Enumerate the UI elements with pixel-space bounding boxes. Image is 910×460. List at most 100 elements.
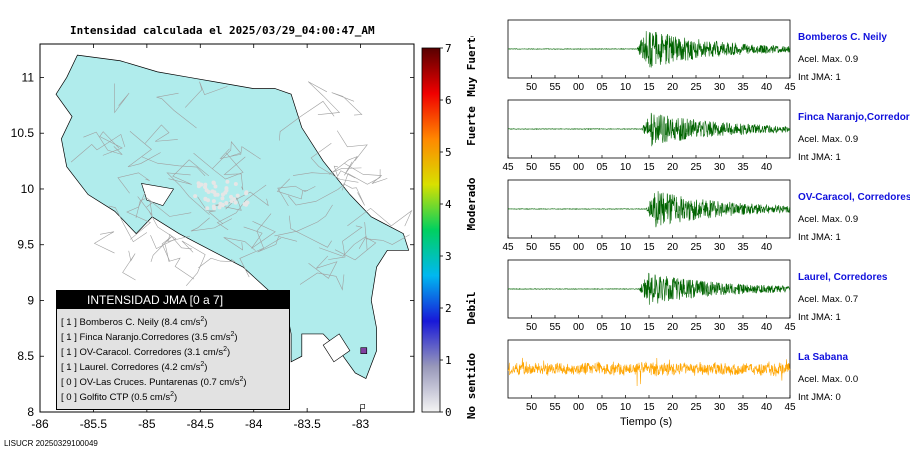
trace-tick-label: 40 xyxy=(761,82,773,93)
colorbar-tick-label: 3 xyxy=(445,250,452,263)
road xyxy=(70,133,126,163)
station-name: Laurel, Corredores xyxy=(798,272,888,283)
town-marker xyxy=(205,206,210,211)
colorbar-category-label: Fuerte xyxy=(465,106,478,146)
road xyxy=(168,159,210,185)
station-acel-max: Acel. Max. 0.9 xyxy=(798,214,859,225)
legend-item: [ 1 ] Finca Naranjo.Corredores (3.5 cm/s… xyxy=(61,331,238,344)
colorbar-category-label: No sentido xyxy=(465,353,478,420)
trace-tick-label: 25 xyxy=(690,402,702,413)
station-name: Bomberos C. Neily xyxy=(798,32,887,43)
colorbar-tick-label: 7 xyxy=(445,42,452,55)
trace-tick-label: 20 xyxy=(667,162,679,173)
road xyxy=(193,152,244,180)
map-x-tick-label: -85 xyxy=(138,417,156,431)
trace-tick-label: 50 xyxy=(526,162,538,173)
intensity-map: -86 -85.5 -85 -84.5 -84 -83.5 -83 8 8.5 9 9.5 10 10.… xyxy=(11,43,415,431)
trace-tick-label: 35 xyxy=(737,162,749,173)
trace-tick-label: 25 xyxy=(690,162,702,173)
road xyxy=(223,156,246,191)
road xyxy=(181,240,206,286)
road xyxy=(219,146,261,160)
trace-panel: 45 50 55 00 05 10 15 20 25 30 35 40 xyxy=(502,179,791,253)
intensity-colorbar: 0 1 2 3 4 5 6 7 No sentido Debil Moderado Fuerte Muy… xyxy=(421,36,478,420)
trace-tick-label: 15 xyxy=(643,162,655,173)
road xyxy=(243,221,276,249)
trace-tick-label: 05 xyxy=(596,402,608,413)
road xyxy=(276,178,308,200)
station-acel-max: Acel. Max. 0.7 xyxy=(798,294,859,305)
trace-panel: 50 55 00 05 10 15 20 25 30 35 40 45 xyxy=(507,259,796,333)
trace-tick-label: 30 xyxy=(714,242,726,253)
road xyxy=(307,81,341,116)
colorbar-category-label: Muy Fuerte xyxy=(465,36,478,97)
trace-panel: 50 55 00 05 10 15 20 25 30 35 40 45 xyxy=(507,19,796,93)
station-marker xyxy=(360,347,368,354)
trace-tick-label: 25 xyxy=(690,82,702,93)
map-x-tick-label: -83 xyxy=(352,417,370,431)
trace-tick-label: 30 xyxy=(714,402,726,413)
road xyxy=(197,196,224,225)
road xyxy=(99,131,123,156)
colorbar-tick-label: 4 xyxy=(445,198,452,211)
trace-panel: 50 55 00 05 10 15 20 25 30 35 40 45 xyxy=(507,339,796,413)
town-marker xyxy=(233,200,238,205)
colorbar-tick-label: 1 xyxy=(445,354,452,367)
road xyxy=(198,257,236,269)
road xyxy=(299,272,345,291)
trace-tick-label: 35 xyxy=(737,322,749,333)
map-title: Intensidad calculada el 2025/03/29_04:00… xyxy=(70,24,375,37)
town-marker xyxy=(218,201,223,206)
station-acel-max: Acel. Max. 0.9 xyxy=(798,54,859,65)
station-marker xyxy=(360,404,366,409)
road xyxy=(211,140,242,170)
trace-tick-label: 40 xyxy=(761,322,773,333)
road xyxy=(278,100,335,141)
trace-tick-label: 35 xyxy=(737,82,749,93)
trace-tick-label: 10 xyxy=(620,322,632,333)
town-marker xyxy=(233,181,238,186)
map-y-tick-label: 10.5 xyxy=(11,126,35,140)
road xyxy=(190,217,232,232)
town-marker xyxy=(211,204,216,209)
trace-tick-label: 45 xyxy=(502,242,514,253)
map-y-tick-label: 9 xyxy=(27,293,34,307)
event-id: LISUCR 20250329100049 xyxy=(4,439,98,448)
trace-tick-label: 35 xyxy=(737,402,749,413)
road xyxy=(331,92,363,116)
road xyxy=(214,191,269,207)
colorbar-gradient xyxy=(421,47,441,413)
road xyxy=(336,130,368,162)
road xyxy=(274,204,333,237)
road xyxy=(364,222,410,245)
trace-tick-label: 50 xyxy=(526,402,538,413)
road xyxy=(126,192,151,240)
trace-tick-label: 00 xyxy=(573,402,585,413)
road xyxy=(287,183,346,206)
map-y-tick-label: 9.5 xyxy=(17,238,34,252)
road xyxy=(144,124,178,144)
map-y-tick-label: 8 xyxy=(27,405,34,419)
time-axis-label: Tiempo (s) xyxy=(620,416,673,428)
colorbar-tick-label: 6 xyxy=(445,94,452,107)
road xyxy=(308,255,338,279)
road xyxy=(137,196,192,217)
road xyxy=(328,225,363,260)
town-marker xyxy=(223,190,228,195)
towns xyxy=(193,179,250,211)
trace-tick-label: 20 xyxy=(667,402,679,413)
map-x-tick-label: -85.5 xyxy=(80,417,108,431)
town-marker xyxy=(229,199,234,204)
town-marker xyxy=(244,200,249,205)
trace-tick-label: 55 xyxy=(549,82,561,93)
road xyxy=(216,184,267,231)
town-marker xyxy=(229,194,234,199)
town-marker xyxy=(203,197,208,202)
station-info: La Sabana Acel. Max. 0.0 Int JMA: 0 xyxy=(798,352,910,403)
town-marker xyxy=(215,192,220,197)
station-info: OV-Caracol, Corredores Acel. Max. 0.9 Int … xyxy=(798,192,910,243)
legend-title: INTENSIDAD JMA [0 a 7] xyxy=(57,291,289,309)
road xyxy=(117,172,150,194)
station-int-jma: Int JMA: 1 xyxy=(798,232,841,243)
trace-tick-label: 20 xyxy=(667,322,679,333)
